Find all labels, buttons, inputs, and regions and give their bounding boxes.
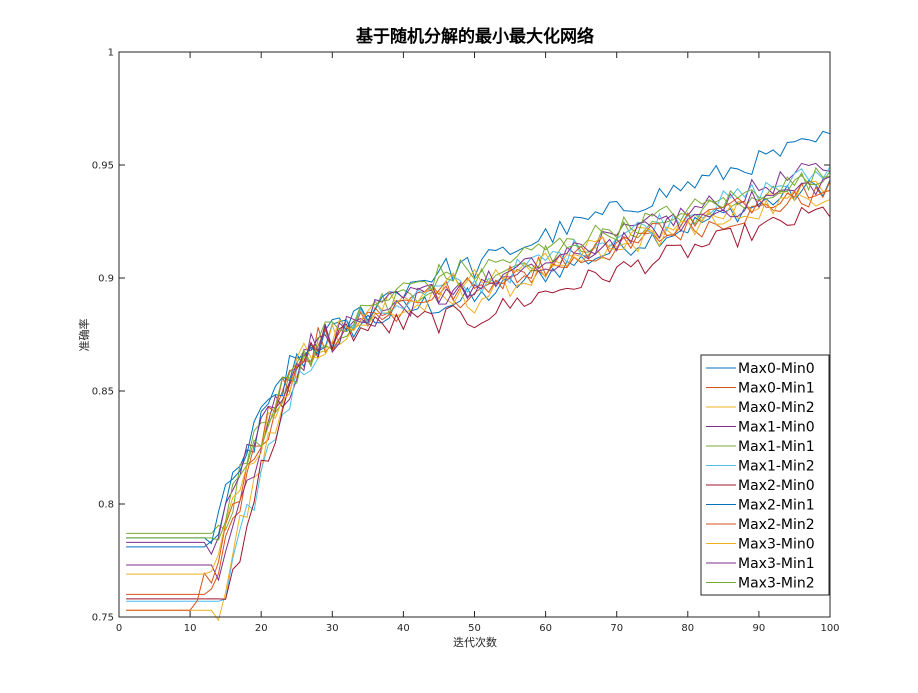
legend-label: Max0-Min2	[738, 400, 815, 416]
x-tick-label: 10	[184, 623, 197, 634]
x-tick-label: 80	[681, 623, 694, 634]
series-layer	[126, 130, 831, 622]
y-tick-label: 0.75	[92, 613, 114, 624]
series-line-max2-min0	[126, 206, 831, 600]
legend-label: Max1-Min1	[738, 439, 815, 455]
y-tick-label: 0.95	[92, 161, 114, 172]
x-tick-label: 20	[255, 623, 268, 634]
y-tick-label: 0.85	[92, 387, 114, 398]
legend-label: Max1-Min0	[738, 420, 815, 436]
series-line-max0-min1	[126, 180, 831, 595]
legend-label: Max2-Min0	[738, 478, 815, 494]
legend: Max0-Min0 Max0-Min1 Max0-Min2 Max1-Min0 Max1…	[700, 354, 830, 596]
x-tick-label: 90	[753, 623, 766, 634]
legend-box	[700, 354, 830, 596]
legend-label: Max2-Min2	[738, 517, 815, 533]
y-tick-label: 1	[108, 48, 114, 59]
series-line-max3-min1	[126, 176, 831, 556]
chart-title: 基于随机分解的最小最大化网络	[355, 26, 594, 47]
series-line-max3-min2	[126, 166, 831, 541]
x-tick-label: 40	[397, 623, 410, 634]
legend-label: Max3-Min2	[738, 576, 815, 592]
y-axis-label: 准确率	[77, 319, 91, 352]
legend-label: Max3-Min1	[738, 556, 815, 572]
x-tick-label: 50	[468, 623, 481, 634]
x-tick-label: 60	[539, 623, 552, 634]
ticks-layer: 0 10 20 30 40 50 60 70 80 90 100 0.75 0.8 0.85 0.9 0.95…	[92, 48, 840, 635]
x-tick-label: 70	[610, 623, 623, 634]
legend-label: Max3-Min0	[738, 537, 815, 553]
y-tick-label: 0.9	[98, 274, 114, 285]
legend-label: Max2-Min1	[738, 498, 815, 514]
legend-label: Max1-Min2	[738, 459, 815, 475]
legend-label: Max0-Min1	[738, 381, 815, 397]
y-tick-label: 0.8	[98, 500, 114, 511]
x-axis-label: 迭代次数	[453, 635, 497, 649]
x-tick-label: 30	[326, 623, 339, 634]
series-line-max1-min1	[126, 171, 831, 534]
legend-label: Max0-Min0	[738, 361, 815, 377]
x-tick-label: 100	[820, 623, 839, 634]
x-tick-label: 0	[116, 623, 122, 634]
